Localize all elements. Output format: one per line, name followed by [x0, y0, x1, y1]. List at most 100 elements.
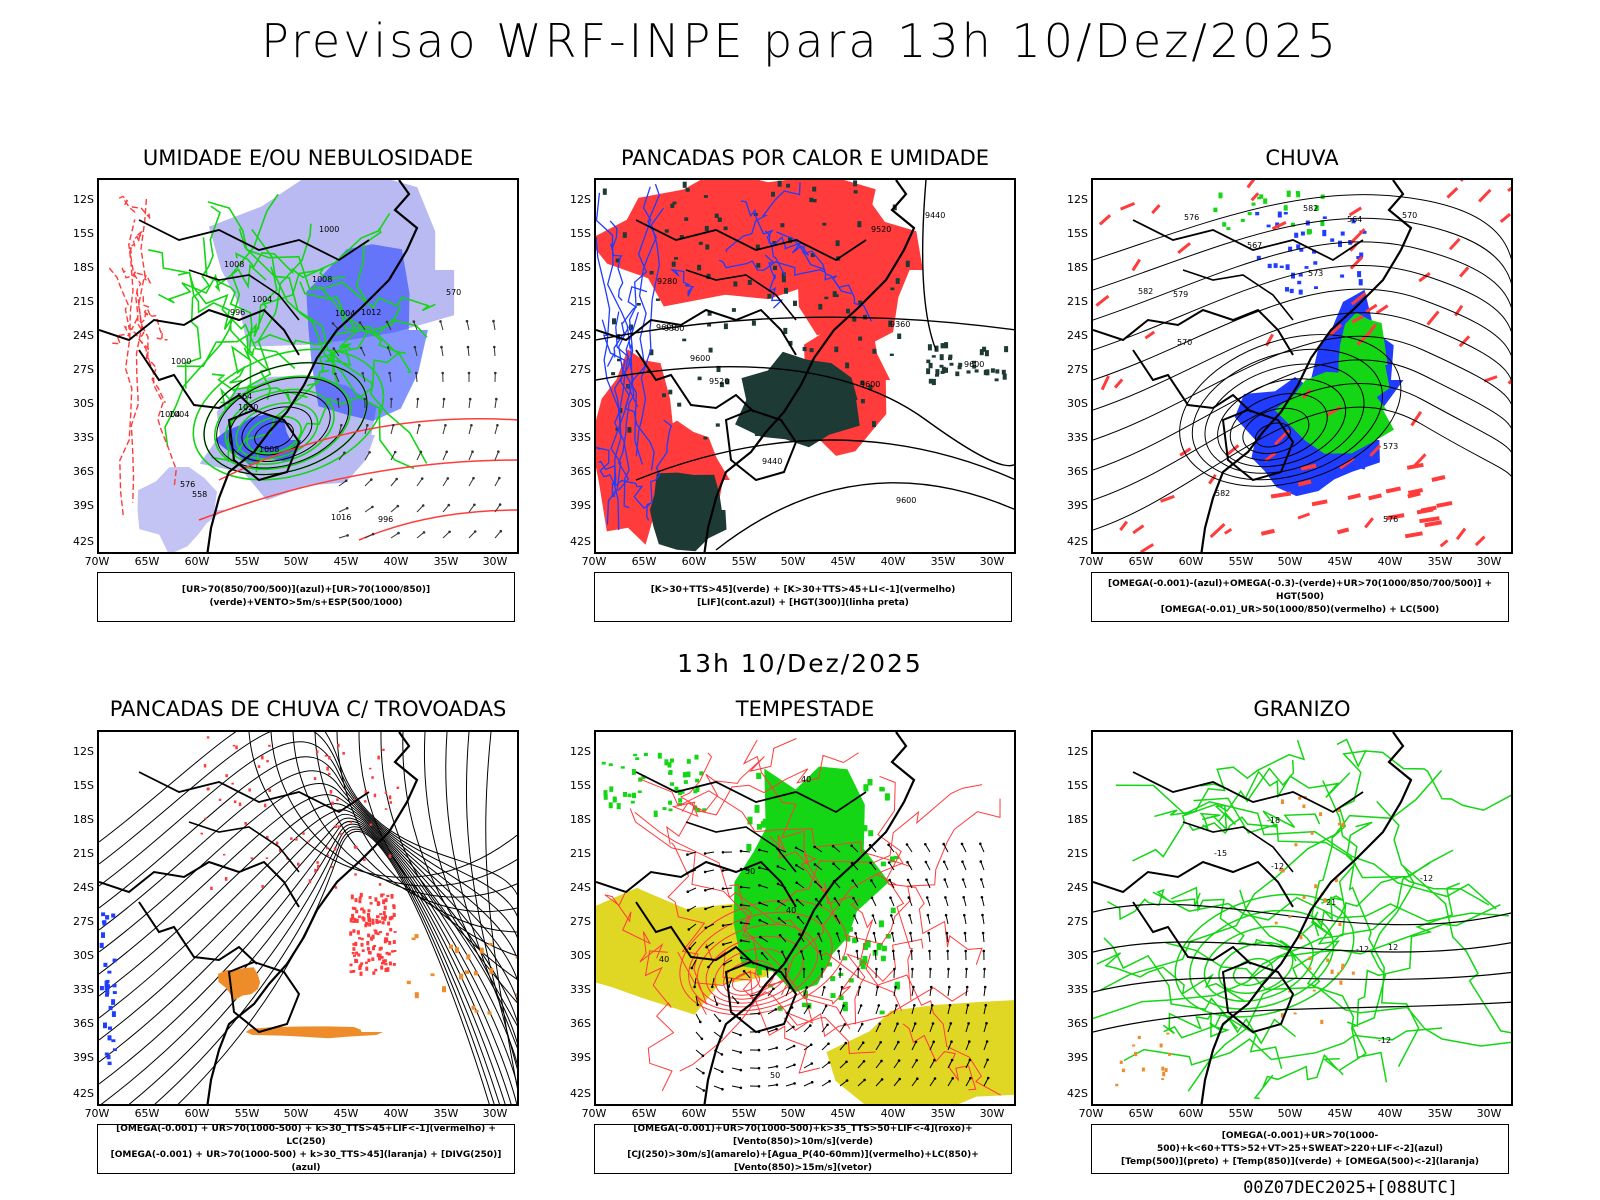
lon-tick-label: 30W: [1476, 1107, 1502, 1120]
map-plot-pancadas-trovoadas: [99, 732, 517, 1104]
lat-tick-label: 33S: [1067, 431, 1088, 444]
lat-tick-label: 12S: [1067, 745, 1088, 758]
lon-tick-label: 55W: [234, 555, 260, 568]
lat-tick-label: 33S: [73, 983, 94, 996]
lon-tick-label: 65W: [631, 555, 657, 568]
lon-tick-label: 50W: [780, 555, 806, 568]
legend-pancadas-trovoadas: [OMEGA(-0.001) + UR>70(1000-500) + k>30_…: [97, 1124, 515, 1174]
lon-tick-label: 45W: [333, 1107, 359, 1120]
contour-label: 579: [1173, 290, 1188, 299]
lon-tick-label: 40W: [880, 555, 906, 568]
contour-label: 9520: [709, 377, 729, 386]
contour-label: -12: [1271, 862, 1284, 871]
lat-tick-label: 21S: [570, 295, 591, 308]
contour-label: 582: [1303, 204, 1318, 213]
contour-label: 558: [192, 490, 207, 499]
contour-label: 573: [1308, 269, 1323, 278]
legend-line: [OMEGA(-0.001) + UR>70(1000-500) + k>30_…: [116, 1124, 496, 1147]
lat-tick-label: 27S: [1067, 915, 1088, 928]
lat-tick-label: 36S: [570, 465, 591, 478]
contour-label: 1008: [224, 260, 244, 269]
contour-label: 9600: [690, 354, 710, 363]
lat-tick-label: 21S: [570, 847, 591, 860]
contour-label: 576: [180, 480, 195, 489]
lat-tick-label: 18S: [73, 261, 94, 274]
contour-label: 996: [230, 308, 245, 317]
lon-tick-label: 30W: [1476, 555, 1502, 568]
lat-tick-label: 30S: [1067, 397, 1088, 410]
lat-tick-label: 24S: [570, 329, 591, 342]
lat-tick-label: 30S: [73, 397, 94, 410]
lat-tick-label: 15S: [73, 779, 94, 792]
lon-tick-label: 70W: [1078, 1107, 1104, 1120]
lat-tick-label: 18S: [570, 813, 591, 826]
contour-label: 21: [1326, 898, 1336, 907]
lat-tick-label: 21S: [73, 295, 94, 308]
legend-granizo: [OMEGA(-0.001)+UR>70(1000-500)+k<60+TTS>…: [1091, 1124, 1509, 1174]
map-pancadas-trovoadas: [97, 730, 519, 1106]
lon-tick-label: 70W: [581, 1107, 607, 1120]
legend-line: [Temp(500)](preto) + [Temp(850)](verde) …: [1120, 1156, 1480, 1167]
lat-tick-label: 27S: [1067, 363, 1088, 376]
lon-tick-label: 55W: [1228, 1107, 1254, 1120]
lon-tick-label: 70W: [581, 555, 607, 568]
legend-line: [OMEGA(-0.001)-(azul)+OMEGA(-0.3)-(verde…: [1107, 578, 1493, 602]
lon-tick-label: 35W: [433, 555, 459, 568]
contour-label: 1000: [171, 357, 191, 366]
lon-tick-label: 70W: [84, 555, 110, 568]
contour-label: -12: [1356, 945, 1369, 954]
contour-label: 1004: [335, 309, 355, 318]
legend-line: [UR>70(850/700/500)](azul)+[UR>70(1000/8…: [181, 585, 431, 608]
legend-line: [LIF](cont.azul) + [HGT(300)](linha pret…: [697, 598, 909, 608]
legend-line: [K>30+TTS>45](verde) + [K>30+TTS>45+LI<-…: [650, 585, 956, 595]
lon-tick-label: 65W: [1128, 555, 1154, 568]
lon-tick-label: 65W: [134, 1107, 160, 1120]
panel-title-granizo: GRANIZO: [1253, 697, 1351, 721]
lat-tick-label: 33S: [570, 983, 591, 996]
contour-label: 576: [1184, 213, 1199, 222]
map-plot-granizo: -12 -12 -12 -15 -18 -12 12 21: [1093, 732, 1511, 1104]
lat-tick-label: 27S: [73, 363, 94, 376]
lat-tick-label: 18S: [1067, 261, 1088, 274]
contour-label: 9280: [657, 277, 677, 286]
contour-label: 1020: [238, 403, 258, 412]
lon-tick-label: 60W: [681, 555, 707, 568]
lat-tick-label: 21S: [1067, 295, 1088, 308]
lon-tick-label: 70W: [84, 1107, 110, 1120]
contour-label: 1012: [361, 308, 381, 317]
lat-tick-label: 36S: [570, 1017, 591, 1030]
lat-tick-label: 30S: [73, 949, 94, 962]
lat-tick-label: 30S: [570, 397, 591, 410]
map-granizo: -12 -12 -12 -15 -18 -12 12 21: [1091, 730, 1513, 1106]
contour-label: -12: [1378, 1036, 1391, 1045]
lat-tick-label: 18S: [1067, 813, 1088, 826]
lon-tick-label: 65W: [134, 555, 160, 568]
legend-chuva: [OMEGA(-0.001)-(azul)+OMEGA(-0.3)-(verde…: [1091, 572, 1509, 622]
lat-tick-label: 42S: [1067, 535, 1088, 548]
lon-tick-label: 55W: [1228, 555, 1254, 568]
lat-tick-label: 18S: [73, 813, 94, 826]
run-footer: 00Z07DEC2025+[088UTC]: [1243, 1178, 1458, 1198]
lat-tick-label: 33S: [1067, 983, 1088, 996]
lon-tick-label: 60W: [1178, 1107, 1204, 1120]
map-plot-pancadas-calor: 9600 9600 9600 9600 9520 9440 9360 9520 9440 9360…: [596, 180, 1014, 552]
contour-label: 9360: [890, 320, 910, 329]
contour-label: 1004: [169, 410, 189, 419]
lat-tick-label: 30S: [1067, 949, 1088, 962]
lon-tick-label: 40W: [383, 1107, 409, 1120]
lon-tick-label: 35W: [930, 1107, 956, 1120]
lon-tick-label: 50W: [283, 555, 309, 568]
legend-line: [OMEGA(-0.001) + UR>70(1000-500) + k>30_…: [110, 1150, 502, 1173]
legend-umidade: [UR>70(850/700/500)](azul)+[UR>70(1000/8…: [97, 572, 515, 622]
contour-label: 40: [659, 955, 669, 964]
contour-label: 573: [1383, 442, 1398, 451]
contour-label: 567: [1247, 241, 1262, 250]
lon-tick-label: 30W: [482, 555, 508, 568]
lat-tick-label: 27S: [570, 915, 591, 928]
lon-tick-label: 55W: [731, 555, 757, 568]
lon-tick-label: 50W: [780, 1107, 806, 1120]
map-chuva: 582 582 579 576 573 570 567 564 582 576 573 570: [1091, 178, 1513, 554]
panel-title-pancadas-calor: PANCADAS POR CALOR E UMIDADE: [620, 146, 990, 170]
lat-tick-label: 39S: [570, 499, 591, 512]
contour-label: 570: [1402, 211, 1417, 220]
